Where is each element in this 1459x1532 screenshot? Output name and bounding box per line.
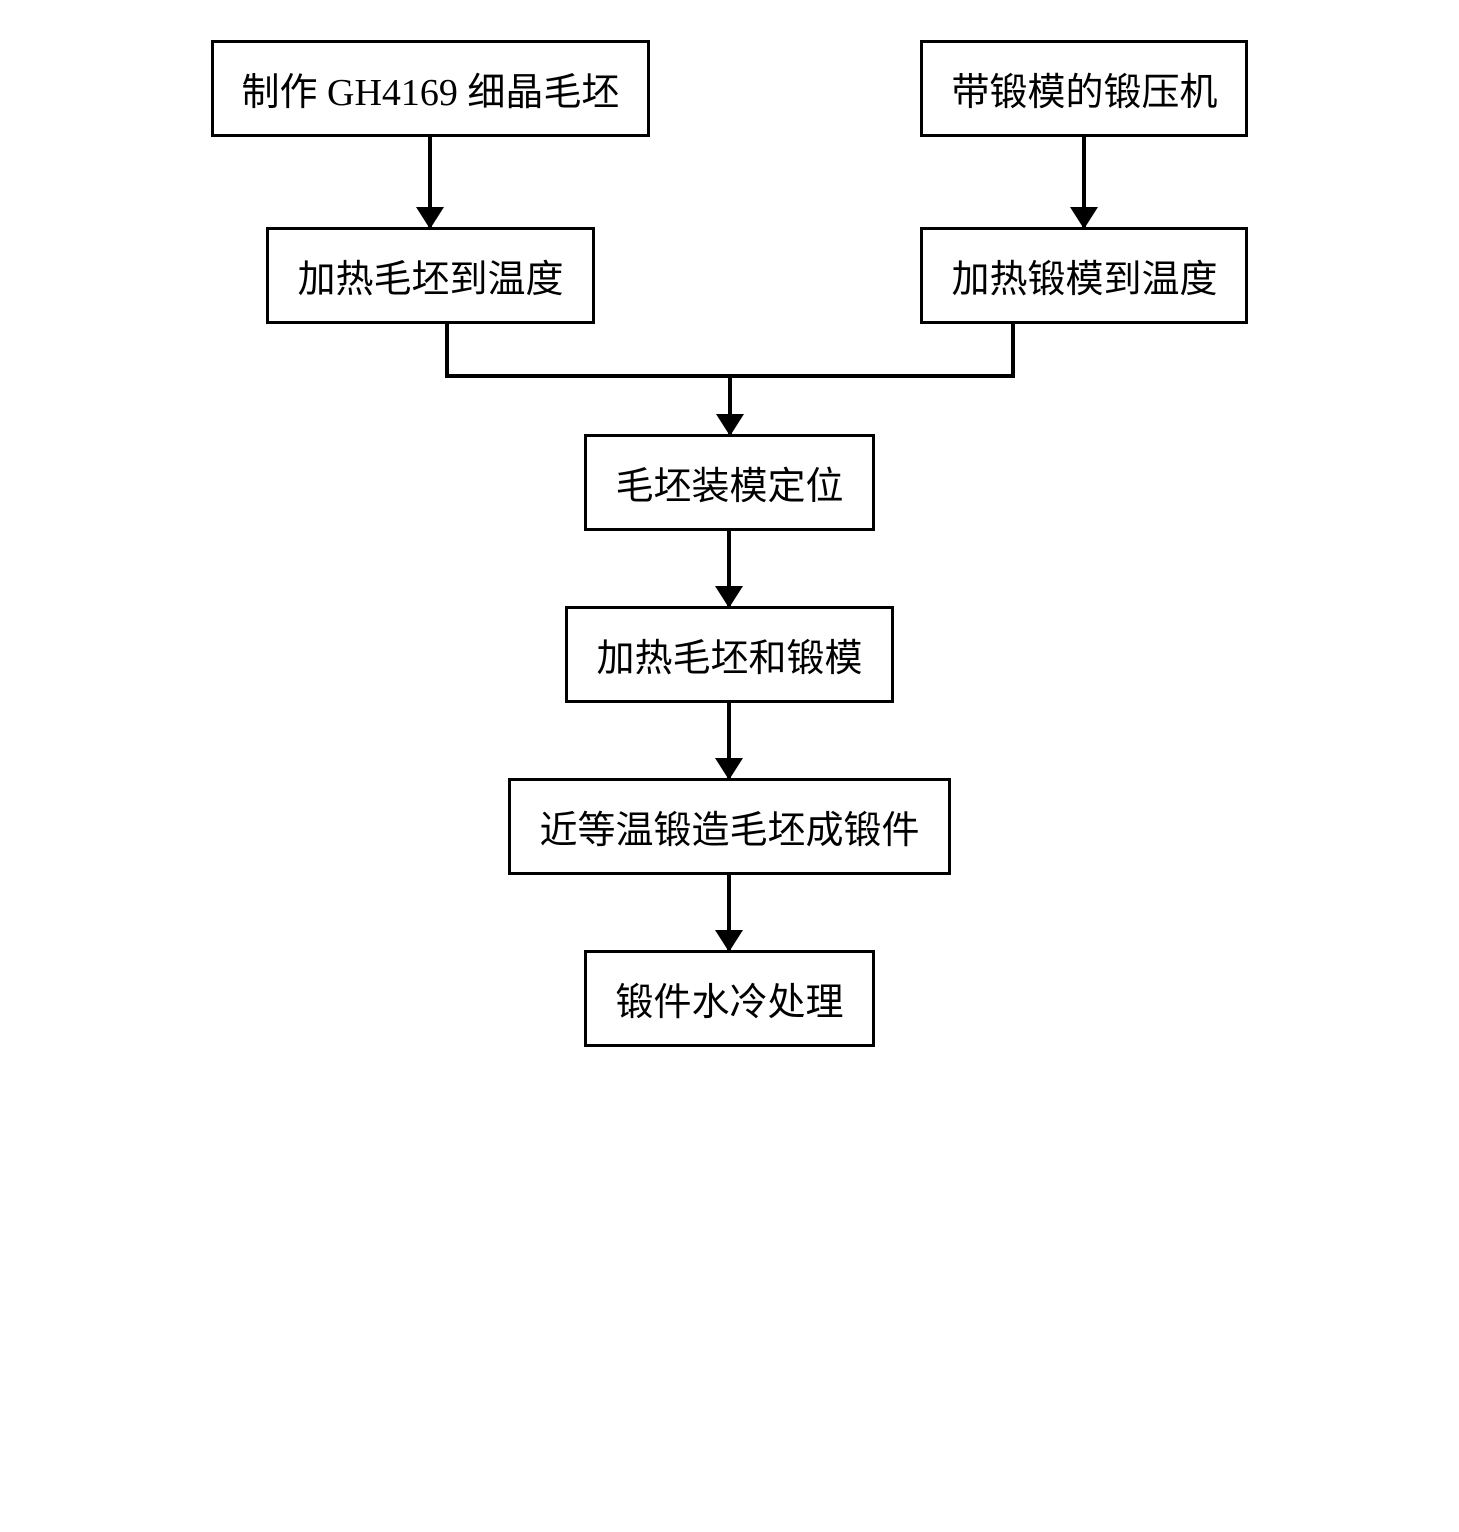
merge-line-right bbox=[1011, 324, 1015, 374]
node-step3: 毛坯装模定位 bbox=[584, 434, 874, 531]
node-left-top: 制作 GH4169 细晶毛坯 bbox=[211, 40, 651, 137]
flowchart-container: 制作 GH4169 细晶毛坯 加热毛坯到温度 带锻模的锻压机 加热锻模到温度 毛… bbox=[40, 40, 1419, 1047]
node-step4: 加热毛坯和锻模 bbox=[565, 606, 893, 703]
top-row: 制作 GH4169 细晶毛坯 加热毛坯到温度 带锻模的锻压机 加热锻模到温度 bbox=[211, 40, 1249, 324]
node-left-second: 加热毛坯到温度 bbox=[266, 227, 594, 324]
main-column: 毛坯装模定位 加热毛坯和锻模 近等温锻造毛坯成锻件 锻件水冷处理 bbox=[508, 434, 950, 1047]
node-right-second: 加热锻模到温度 bbox=[920, 227, 1248, 324]
node-right-top: 带锻模的锻压机 bbox=[920, 40, 1248, 137]
arrow-icon bbox=[1082, 137, 1086, 227]
merge-arrow-icon bbox=[728, 374, 732, 434]
arrow-icon bbox=[727, 703, 731, 778]
arrow-icon bbox=[428, 137, 432, 227]
arrow-icon bbox=[727, 875, 731, 950]
node-step5: 近等温锻造毛坯成锻件 bbox=[508, 778, 950, 875]
left-branch: 制作 GH4169 细晶毛坯 加热毛坯到温度 bbox=[211, 40, 651, 324]
merge-line-left bbox=[445, 324, 449, 374]
node-step6: 锻件水冷处理 bbox=[584, 950, 874, 1047]
merge-section bbox=[40, 324, 1419, 434]
merge-connector bbox=[345, 324, 1115, 434]
arrow-icon bbox=[727, 531, 731, 606]
right-branch: 带锻模的锻压机 加热锻模到温度 bbox=[920, 40, 1248, 324]
